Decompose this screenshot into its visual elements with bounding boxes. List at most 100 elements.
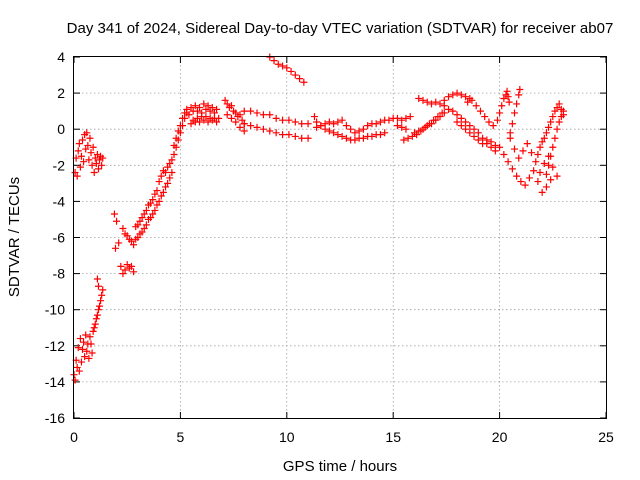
data-point — [376, 131, 384, 139]
data-point — [86, 333, 94, 341]
data-point — [479, 140, 487, 148]
data-point — [187, 104, 195, 112]
y-tick-label: -14 — [45, 374, 65, 390]
y-tick-label: 4 — [57, 49, 65, 65]
data-point — [142, 221, 150, 229]
data-point — [359, 125, 367, 133]
data-point — [123, 232, 131, 240]
data-point — [398, 116, 406, 124]
data-point — [134, 234, 142, 241]
data-point — [168, 156, 176, 164]
data-point — [551, 134, 559, 142]
data-point — [85, 354, 93, 362]
data-point — [215, 114, 223, 122]
data-point — [419, 96, 427, 104]
y-axis-label: SDTVAR / TECUs — [6, 177, 23, 297]
data-point — [491, 141, 499, 149]
data-point — [76, 163, 84, 171]
data-point — [99, 286, 107, 294]
data-point — [172, 134, 180, 142]
data-point — [187, 120, 195, 128]
data-point — [415, 95, 423, 103]
chart-title: Day 341 of 2024, Sidereal Day-to-day VTE… — [67, 20, 614, 37]
plot-frame — [73, 56, 607, 419]
x-tick-labels: 0 5 10 15 20 25 — [70, 429, 614, 445]
data-point — [462, 125, 470, 133]
data-point — [408, 132, 416, 140]
data-point — [193, 114, 201, 122]
data-point — [291, 118, 299, 126]
data-point — [71, 376, 79, 384]
data-point — [272, 114, 280, 122]
x-tick-label: 0 — [70, 429, 78, 445]
data-point — [86, 134, 94, 142]
y-tick-label: -10 — [45, 302, 65, 318]
data-point — [538, 188, 546, 196]
data-point — [153, 187, 161, 195]
data-point — [98, 291, 106, 299]
data-point — [123, 261, 131, 269]
data-point — [287, 67, 295, 75]
data-point — [168, 169, 176, 177]
data-point — [232, 109, 240, 117]
data-point — [330, 129, 338, 137]
data-point — [493, 116, 501, 124]
data-point — [419, 125, 427, 133]
data-point — [325, 118, 333, 126]
data-point — [547, 152, 555, 160]
data-point — [157, 192, 165, 200]
data-point — [436, 100, 444, 108]
data-point — [174, 127, 182, 135]
data-point — [71, 169, 79, 177]
data-point — [259, 111, 267, 119]
data-point — [119, 270, 127, 278]
data-point — [428, 100, 436, 108]
data-point — [542, 183, 550, 191]
data-point — [113, 217, 121, 225]
data-point — [111, 244, 119, 252]
data-point — [432, 116, 440, 124]
data-point — [253, 123, 261, 131]
y-tick-label: -16 — [45, 410, 65, 426]
data-point — [472, 102, 480, 110]
data-point — [462, 93, 470, 101]
data-point — [136, 217, 144, 225]
data-point — [440, 96, 448, 104]
data-point — [432, 98, 440, 106]
data-point — [542, 170, 550, 178]
data-point — [279, 116, 287, 124]
data-point — [89, 327, 97, 335]
data-point — [272, 129, 280, 137]
data-point — [338, 132, 346, 140]
data-point — [474, 129, 482, 137]
data-point — [296, 75, 304, 83]
data-point — [372, 120, 380, 128]
data-point — [545, 123, 553, 131]
data-point — [553, 104, 561, 112]
data-point — [285, 116, 293, 124]
data-point — [247, 107, 255, 115]
data-point — [73, 172, 81, 180]
data-point — [138, 214, 146, 222]
data-point — [227, 114, 235, 122]
data-point — [121, 266, 129, 274]
data-point — [381, 129, 389, 137]
data-point — [536, 169, 544, 177]
data-point — [364, 122, 372, 130]
data-point — [202, 105, 210, 113]
data-point — [547, 118, 555, 126]
data-point — [110, 210, 118, 218]
data-point — [85, 156, 93, 164]
data-point — [542, 129, 550, 137]
data-point — [130, 241, 138, 249]
x-tick-label: 10 — [279, 429, 295, 445]
data-point — [191, 102, 199, 110]
data-point — [532, 158, 540, 166]
data-point — [393, 122, 401, 130]
data-point — [525, 174, 533, 182]
data-point — [87, 149, 95, 157]
data-point — [153, 201, 161, 209]
data-point — [521, 181, 529, 189]
data-point — [453, 111, 461, 119]
